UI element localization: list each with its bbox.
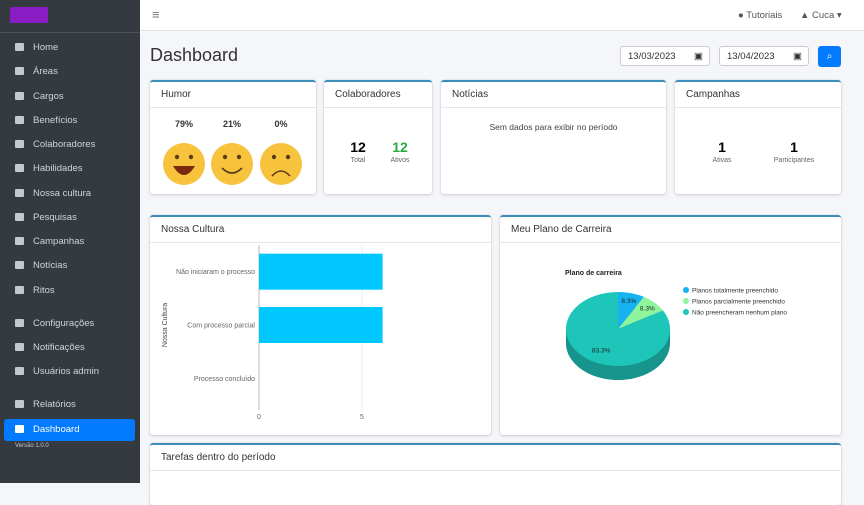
colaboradores-card: Colaboradores 12 Total 12 Ativos [324,80,432,194]
card-title: Notícias [441,82,666,108]
card-title: Colaboradores [324,82,432,108]
date-from[interactable]: 13/03/2023 ▣ [620,46,710,66]
card-title: Campanhas [675,82,841,108]
card-title: Tarefas dentro do período [150,445,841,471]
nav-item[interactable]: Notificações [4,337,135,359]
date-to[interactable]: 13/04/2023 ▣ [719,46,809,66]
menu-toggle[interactable]: ≡ [152,7,160,22]
participants-value: 1 [790,139,798,155]
carreira-card: Meu Plano de Carreira [500,215,841,435]
nav-item[interactable]: Benefícios [4,110,135,132]
noticias-card: Notícias Sem dados para exibir no períod… [441,80,666,194]
user-menu[interactable]: ▲ Cuca ▾ [800,10,842,21]
humor-card: Humor [150,80,316,194]
campanhas-card: Campanhas 1 Ativas 1 Participantes [675,80,841,194]
cultura-card: Nossa Cultura [150,215,491,435]
nav-label: Home [33,42,59,53]
nav-item[interactable]: Nossa cultura [4,183,135,205]
active-value: 12 [392,139,408,155]
version: Versão 1.0.0 [15,443,49,449]
nav-item[interactable]: Áreas [4,61,135,83]
date-text: 13/04/2023 [727,51,775,62]
card-title: Meu Plano de Carreira [500,217,841,243]
total-label: Total [350,157,366,164]
nav-item[interactable]: Usuários admin [4,361,135,383]
nav-label: Benefícios [33,115,78,126]
nav-item[interactable]: Home [4,37,135,59]
nav-label: Pesquisas [33,212,77,223]
nav-label: Cargos [33,91,64,102]
nav-label: Notícias [33,260,68,271]
nav-label: Habilidades [33,163,83,174]
tarefas-card: Tarefas dentro do período [150,443,841,505]
empty-message: Sem dados para exibir no período [489,122,618,132]
total-value: 12 [350,139,366,155]
page-title: Dashboard [150,45,239,65]
nav-label: Campanhas [33,236,85,247]
card-title: Nossa Cultura [150,217,491,243]
nav-item[interactable]: Pesquisas [4,207,135,229]
nav-label: Configurações [33,318,95,329]
nav-label: Colaboradores [33,139,96,150]
participants-label: Participantes [773,157,815,164]
topbar: ≡ ● Tutoriais ▲ Cuca ▾ [140,0,864,31]
nav-item[interactable]: Colaboradores [4,134,135,156]
nav-item[interactable]: Configurações [4,313,135,335]
date-text: 13/03/2023 [628,51,676,62]
sidebar: Home Áreas Cargos Benefícios Colaboradores Ha… [0,0,140,483]
nav-item[interactable]: Ritos [4,280,135,302]
nav-label: Ritos [33,285,55,296]
nav-item[interactable]: Notícias [4,255,135,277]
active-value: 1 [718,139,726,155]
active-label: Ativas [712,157,732,164]
tutorials-link[interactable]: ● Tutoriais [738,10,783,21]
nav-item[interactable]: Relatórios [4,394,135,416]
nav-label: Áreas [33,66,58,77]
active-label: Ativos [390,157,410,164]
user-name: Cuca [812,10,835,21]
nav-label: Dashboard [33,424,80,435]
logo[interactable] [10,7,48,23]
tutorials-text: Tutoriais [746,10,783,21]
card-title: Humor [150,82,316,108]
search-button[interactable]: ⌕ [818,46,841,67]
nav-label: Notificações [33,342,85,353]
nav-label: Relatórios [33,399,76,410]
nav-label: Nossa cultura [33,188,92,199]
nav-item[interactable]: Campanhas [4,231,135,253]
nav-item[interactable]: Cargos [4,86,135,108]
nav-label: Usuários admin [33,366,99,377]
nav-item[interactable]: Dashboard [4,419,135,441]
nav-item[interactable]: Habilidades [4,158,135,180]
